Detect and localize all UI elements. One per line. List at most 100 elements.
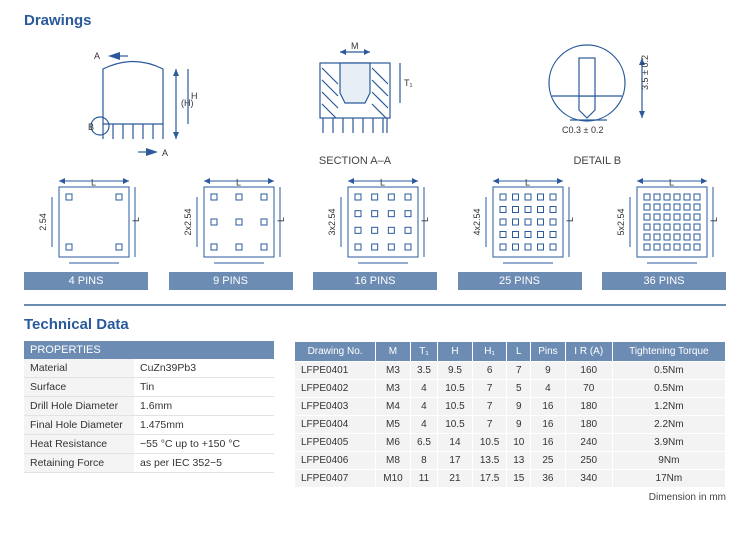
dim-M: M [351,41,359,51]
pin-grid-row: LL2.542.544 PINSLL2x2.542x2.549 PINSLL3x… [24,175,726,290]
table-row: LFPE0405M66.51410.510162403.9Nm [295,434,726,452]
svg-text:L: L [380,177,385,187]
table-cell: 250 [565,452,612,470]
table-cell: 7 [507,362,531,380]
table-row: LFPE0402M3410.5754700.5Nm [295,380,726,398]
table-header: Drawing No. [295,342,376,362]
side-view: A B (H) H₁ A [68,44,198,167]
pin-grid-6x6: LL5x2.545x2.5436 PINS [602,175,726,290]
table-cell: 13 [507,452,531,470]
table-cell: 11 [410,470,437,488]
pin-grid-3x3: LL2x2.542x2.549 PINS [169,175,293,290]
table-row: LFPE0403M4410.579161801.2Nm [295,398,726,416]
table-cell: 21 [438,470,473,488]
property-row: Retaining Forceas per IEC 352−5 [24,454,274,473]
table-cell: 7 [472,416,507,434]
dim-35: 3.5 ± 0.2 [640,55,650,90]
svg-text:3x2.54: 3x2.54 [327,208,337,235]
table-cell: 180 [565,398,612,416]
pin-grid-label: 16 PINS [313,272,437,290]
label-B: B [88,122,94,132]
table-cell: M3 [376,362,411,380]
property-label: Material [24,359,134,377]
table-cell: LFPE0404 [295,416,376,434]
table-cell: 0.5Nm [612,362,725,380]
table-cell: 9 [507,398,531,416]
table-cell: 17 [438,452,473,470]
table-cell: 7 [472,398,507,416]
svg-text:L: L [91,177,96,187]
dim-H1: H₁ [191,91,198,101]
table-cell: 14 [438,434,473,452]
table-header: T₁ [410,342,437,362]
table-cell: 6.5 [410,434,437,452]
property-value: 1.6mm [134,397,274,415]
table-cell: LFPE0407 [295,470,376,488]
property-value: −55 °C up to +150 °C [134,435,274,453]
table-cell: 8 [410,452,437,470]
table-cell: 16 [531,398,566,416]
table-header: M [376,342,411,362]
table-cell: 4 [410,416,437,434]
table-cell: 3.9Nm [612,434,725,452]
svg-text:5x2.54: 5x2.54 [616,208,626,235]
table-cell: 5 [507,380,531,398]
table-header: I R (A) [565,342,612,362]
table-cell: M10 [376,470,411,488]
table-cell: 2.2Nm [612,416,725,434]
data-table: Drawing No.MT₁HH₁LPinsI R (A)Tightening … [294,341,726,503]
section-aa: M T₁ SECTION A–A [285,38,425,167]
table-cell: 10.5 [438,398,473,416]
pin-grid-2x2: LL2.542.544 PINS [24,175,148,290]
svg-text:L: L [420,217,430,222]
label-A-bot: A [162,148,168,158]
svg-text:L: L [236,177,241,187]
property-label: Final Hole Diameter [24,416,134,434]
table-cell: 3.5 [410,362,437,380]
table-row: LFPE0401M33.59.56791600.5Nm [295,362,726,380]
detail-b: C0.3 ± 0.2 3.5 ± 0.2 DETAIL B [512,38,682,167]
table-cell: M6 [376,434,411,452]
table-cell: 70 [565,380,612,398]
svg-text:2.54: 2.54 [38,213,48,231]
properties-header: PROPERTIES [24,341,274,359]
dim-c03: C0.3 ± 0.2 [562,125,603,135]
properties-table: PROPERTIES MaterialCuZn39Pb3SurfaceTinDr… [24,341,274,503]
table-cell: 10.5 [438,416,473,434]
table-cell: 13.5 [472,452,507,470]
table-cell: 10.5 [472,434,507,452]
table-cell: M5 [376,416,411,434]
table-header: H [438,342,473,362]
table-header: Tightening Torque [612,342,725,362]
table-cell: 9Nm [612,452,725,470]
table-cell: LFPE0405 [295,434,376,452]
table-header: L [507,342,531,362]
table-cell: M8 [376,452,411,470]
table-cell: M4 [376,398,411,416]
drawings-main-views: A B (H) H₁ A [24,37,726,167]
table-cell: 4 [410,398,437,416]
property-value: 1.475mm [134,416,274,434]
table-cell: 6 [472,362,507,380]
pin-grid-label: 9 PINS [169,272,293,290]
table-header: Pins [531,342,566,362]
pin-grid-label: 36 PINS [602,272,726,290]
table-cell: M3 [376,380,411,398]
table-row: LFPE0407M10112117.5153634017Nm [295,470,726,488]
table-cell: 1.2Nm [612,398,725,416]
property-label: Retaining Force [24,454,134,472]
svg-text:L: L [709,217,719,222]
table-cell: 15 [507,470,531,488]
property-value: CuZn39Pb3 [134,359,274,377]
table-cell: 16 [531,416,566,434]
table-cell: 9.5 [438,362,473,380]
table-cell: 4 [410,380,437,398]
table-cell: 7 [472,380,507,398]
drawings-title: Drawings [24,12,726,29]
table-cell: 0.5Nm [612,380,725,398]
table-cell: 17Nm [612,470,725,488]
dim-T1: T₁ [404,78,413,88]
table-cell: 160 [565,362,612,380]
techdata-title: Technical Data [24,316,726,333]
table-cell: 4 [531,380,566,398]
